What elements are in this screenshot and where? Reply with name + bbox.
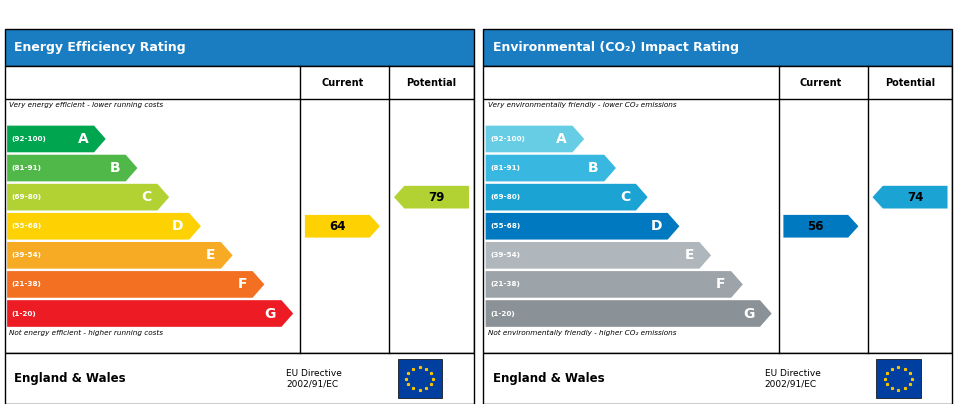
Text: Current: Current	[322, 78, 364, 88]
Polygon shape	[7, 213, 201, 240]
Bar	[483, 353, 952, 404]
Text: G: G	[264, 307, 276, 320]
Text: (81-91): (81-91)	[490, 165, 521, 171]
Text: 79: 79	[429, 191, 445, 204]
Text: G: G	[743, 307, 754, 320]
Polygon shape	[485, 300, 771, 327]
Bar	[397, 360, 442, 398]
Text: Very energy efficient - lower running costs: Very energy efficient - lower running co…	[10, 101, 164, 107]
Text: (92-100): (92-100)	[11, 136, 47, 142]
Text: Potential: Potential	[885, 78, 935, 88]
Text: E: E	[206, 248, 215, 262]
Text: A: A	[78, 132, 88, 146]
Polygon shape	[7, 300, 293, 327]
Text: (55-68): (55-68)	[11, 223, 42, 229]
Text: F: F	[237, 278, 247, 291]
Text: England & Wales: England & Wales	[14, 372, 125, 385]
Text: D: D	[651, 219, 662, 233]
Text: (21-38): (21-38)	[11, 282, 42, 287]
Text: (55-68): (55-68)	[490, 223, 521, 229]
Polygon shape	[784, 215, 858, 238]
Polygon shape	[7, 184, 169, 210]
Text: B: B	[588, 161, 598, 175]
Text: (81-91): (81-91)	[11, 165, 42, 171]
Text: C: C	[142, 190, 152, 204]
Text: 56: 56	[808, 220, 824, 233]
Text: Very environmentally friendly - lower CO₂ emissions: Very environmentally friendly - lower CO…	[488, 101, 677, 107]
Text: (21-38): (21-38)	[490, 282, 521, 287]
Polygon shape	[485, 213, 679, 240]
Polygon shape	[485, 184, 648, 210]
Text: (69-80): (69-80)	[490, 194, 521, 200]
Text: Environmental (CO₂) Impact Rating: Environmental (CO₂) Impact Rating	[493, 41, 739, 54]
Text: 64: 64	[329, 220, 345, 233]
Text: A: A	[556, 132, 567, 146]
Text: Not environmentally friendly - higher CO₂ emissions: Not environmentally friendly - higher CO…	[488, 330, 677, 336]
Polygon shape	[7, 155, 138, 181]
Polygon shape	[485, 126, 584, 152]
Text: (69-80): (69-80)	[11, 194, 42, 200]
Bar	[5, 353, 474, 404]
Text: Energy Efficiency Rating: Energy Efficiency Rating	[14, 41, 186, 54]
Bar	[483, 66, 952, 353]
Text: England & Wales: England & Wales	[493, 372, 604, 385]
Polygon shape	[485, 155, 616, 181]
Text: (92-100): (92-100)	[490, 136, 525, 142]
Text: Not energy efficient - higher running costs: Not energy efficient - higher running co…	[10, 330, 164, 336]
Bar	[876, 360, 921, 398]
Polygon shape	[485, 271, 743, 298]
Text: Potential: Potential	[407, 78, 456, 88]
Text: F: F	[716, 278, 725, 291]
Text: 74: 74	[907, 191, 924, 204]
Text: C: C	[620, 190, 631, 204]
Bar	[5, 29, 474, 66]
Text: Current: Current	[800, 78, 842, 88]
Text: (1-20): (1-20)	[11, 311, 36, 316]
Polygon shape	[7, 126, 105, 152]
Text: B: B	[109, 161, 120, 175]
Polygon shape	[873, 186, 947, 208]
Polygon shape	[7, 271, 264, 298]
Text: (39-54): (39-54)	[11, 252, 42, 258]
Polygon shape	[394, 186, 469, 208]
Polygon shape	[7, 242, 233, 269]
Text: E: E	[684, 248, 694, 262]
Polygon shape	[485, 242, 711, 269]
Text: (1-20): (1-20)	[490, 311, 515, 316]
Text: EU Directive
2002/91/EC: EU Directive 2002/91/EC	[765, 369, 820, 388]
Polygon shape	[305, 215, 380, 238]
Text: EU Directive
2002/91/EC: EU Directive 2002/91/EC	[286, 369, 342, 388]
Bar	[5, 66, 474, 353]
Text: D: D	[172, 219, 184, 233]
Text: (39-54): (39-54)	[490, 252, 521, 258]
Bar	[483, 29, 952, 66]
